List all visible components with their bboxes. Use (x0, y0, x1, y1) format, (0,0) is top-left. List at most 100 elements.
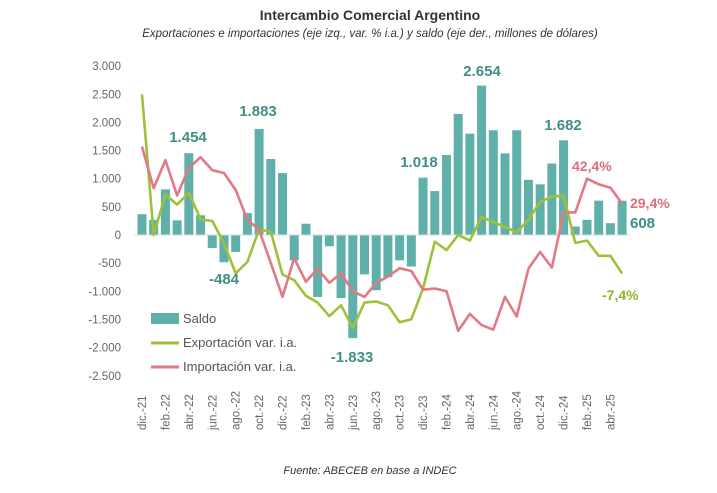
x-tick-label: ago.-22 (231, 391, 243, 430)
line-importacion (140, 146, 624, 333)
line-exportacion (140, 94, 624, 330)
bar-saldo-sep.-22 (242, 213, 252, 235)
y-tick-label: 3.000 (92, 61, 121, 73)
x-tick-label: jun.-24 (488, 394, 500, 431)
bar-saldo-oct.-23 (395, 235, 405, 261)
bar-saldo-jun.-22 (207, 235, 217, 248)
lines (140, 94, 624, 333)
data-label: -1.833 (331, 349, 374, 366)
bar-saldo-nov.-24 (547, 163, 557, 235)
y-axis: 3.000 2.500 2.000 1.500 1.000 500 0 -500 -1.000 -… (88, 61, 121, 383)
y-tick-label: -1.500 (88, 314, 121, 326)
legend-label-importacion: Importación var. i.a. (183, 359, 296, 374)
y-tick-label: 500 (102, 202, 121, 214)
bar-saldo-abr.-25 (605, 223, 615, 235)
annotations: 1.454 1.883 -484 -1.833 1.018 2.654 1.682 608 42… (169, 63, 670, 366)
data-label: -484 (209, 271, 240, 288)
x-tick-label: oct.-22 (254, 395, 266, 430)
legend-label-saldo: Saldo (183, 311, 216, 326)
bar-saldo-ago.-23 (371, 235, 381, 291)
data-label: 1.454 (169, 129, 207, 146)
y-tick-label: 1.000 (92, 174, 121, 186)
x-axis: dic.-21 feb.-22 abr.-22 jun.-22 ago.-22 oct.-… (137, 390, 617, 431)
bar-saldo-nov.-22 (266, 158, 276, 235)
bar-saldo-ene.-24 (430, 191, 440, 235)
data-label: 1.883 (239, 103, 277, 120)
x-tick-label: feb.-24 (441, 394, 453, 430)
legend-swatch-saldo (151, 313, 179, 324)
bar-saldo-jul.-24 (500, 153, 510, 235)
bar-saldo-dic.-23 (418, 177, 428, 235)
x-tick-label: abr.-22 (184, 394, 196, 430)
x-tick-label: dic.-22 (278, 395, 290, 430)
data-label: 1.018 (400, 154, 438, 171)
data-label: 2.654 (463, 63, 501, 80)
bar-saldo-dic.-24 (559, 140, 569, 235)
bar-saldo-abr.-24 (465, 133, 475, 235)
y-tick-label: 2.500 (92, 89, 121, 101)
x-tick-label: ago.-23 (371, 391, 383, 430)
bar-saldo-feb.-22 (160, 189, 170, 235)
x-tick-label: abr.-23 (324, 394, 336, 430)
chart-subtitle: Exportaciones e importaciones (eje izq.,… (142, 28, 598, 40)
x-tick-label: dic.-24 (559, 395, 571, 430)
data-label: 42,4% (572, 158, 612, 174)
x-tick-label: feb.-22 (160, 394, 172, 430)
x-tick-label: dic.-23 (418, 395, 430, 430)
bar-saldo-feb.-24 (441, 155, 451, 235)
y-tick-label: -500 (98, 258, 121, 270)
y-tick-label: -2.000 (88, 343, 121, 355)
x-tick-label: feb.-25 (582, 394, 594, 430)
saldo-bars (137, 85, 627, 339)
bar-saldo-nov.-23 (406, 235, 416, 267)
bar-saldo-mar.-24 (453, 113, 463, 235)
bar-saldo-ago.-22 (231, 235, 241, 252)
bar-saldo-mar.-22 (172, 220, 182, 235)
y-tick-label: 0 (115, 230, 121, 242)
legend: Saldo Exportación var. i.a. Importación … (151, 311, 297, 374)
x-tick-label: ago.-24 (512, 390, 524, 430)
bar-saldo-feb.-25 (582, 219, 592, 235)
bar-saldo-oct.-22 (254, 128, 264, 235)
data-label: -7,4% (602, 287, 639, 303)
bar-saldo-mar.-23 (313, 235, 323, 297)
legend-label-exportacion: Exportación var. i.a. (183, 335, 297, 350)
bar-saldo-ene.-23 (289, 235, 299, 261)
bar-saldo-jun.-23 (348, 235, 358, 339)
x-tick-label: jun.-23 (348, 395, 360, 431)
x-tick-label: feb.-23 (301, 394, 313, 430)
bar-saldo-sep.-24 (523, 179, 533, 235)
bar-saldo-abr.-23 (324, 235, 334, 247)
bar-saldo-jun.-24 (488, 130, 498, 235)
x-tick-label: abr.-25 (605, 394, 617, 430)
bar-saldo-dic.-21 (137, 214, 147, 235)
y-tick-label: 2.000 (92, 117, 121, 129)
y-tick-label: 1.500 (92, 146, 121, 158)
x-tick-label: oct.-23 (395, 395, 407, 430)
bar-saldo-ene.-25 (570, 226, 580, 235)
source-note: Fuente: ABECEB en base a INDEC (283, 465, 456, 477)
data-label: 608 (630, 215, 655, 232)
chart-title: Intercambio Comercial Argentino (260, 7, 480, 23)
x-tick-label: jun.-22 (207, 395, 219, 431)
bar-saldo-may.-23 (336, 235, 346, 299)
bar-saldo-jul.-23 (359, 235, 369, 275)
bar-saldo-may.-24 (477, 85, 487, 235)
bar-saldo-mar.-25 (594, 200, 604, 235)
bar-saldo-dic.-22 (278, 173, 288, 235)
x-tick-label: dic.-21 (137, 395, 149, 430)
y-tick-label: -1.000 (88, 286, 121, 298)
bar-saldo-ago.-24 (512, 130, 522, 235)
bar-saldo-oct.-24 (535, 184, 545, 235)
y-tick-label: -2.500 (88, 371, 121, 383)
x-tick-label: oct.-24 (535, 394, 547, 430)
x-tick-label: abr.-24 (465, 394, 477, 430)
bar-saldo-jul.-22 (219, 235, 229, 263)
bar-saldo-may.-25 (617, 200, 627, 235)
bar-saldo-feb.-23 (301, 223, 311, 235)
data-label: 1.682 (544, 117, 582, 134)
bar-saldo-sep.-23 (383, 235, 393, 278)
bar-saldo-may.-22 (196, 215, 206, 235)
data-label: 29,4% (630, 195, 670, 211)
